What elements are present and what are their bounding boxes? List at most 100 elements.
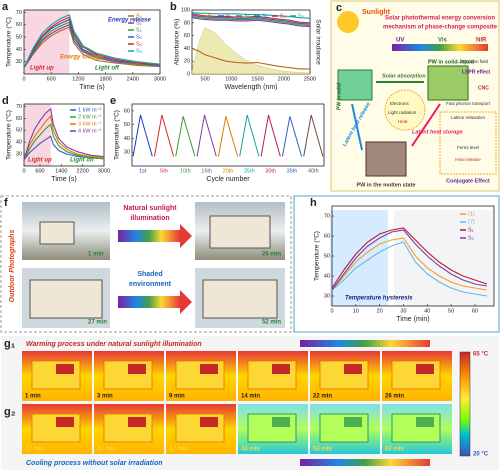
x-axis-label: Time (min) <box>396 316 429 323</box>
label: Heat <box>398 119 408 124</box>
panel-label: g₂ <box>4 406 16 418</box>
annotation: Light up <box>28 158 52 164</box>
y-tick-label: 40 <box>16 140 22 146</box>
x-tick-label: 10 <box>353 308 359 314</box>
series-line <box>23 107 105 161</box>
cycle-line <box>153 114 175 157</box>
time-label: 22 min <box>313 394 332 400</box>
y2-axis-label: Solar irradiance <box>314 19 321 65</box>
annotation: Light up <box>30 66 54 72</box>
x-axis-label: Cycle number <box>206 176 250 183</box>
device <box>209 215 271 249</box>
y-axis-label: Temperature (°C) <box>313 231 321 281</box>
y-axis-label: Absorbance (%) <box>174 19 181 66</box>
arrow-head <box>180 224 192 248</box>
series-line <box>23 24 161 69</box>
y-tick-label: 60 <box>16 116 22 122</box>
plot-frame <box>23 103 105 167</box>
time-label: 53 min <box>313 447 332 453</box>
sample <box>416 417 434 427</box>
legend-label: S₂ <box>244 13 250 19</box>
x-tick-label: 0 <box>22 168 25 174</box>
label: LSPR effect <box>462 69 490 75</box>
y-tick-label: 50 <box>16 128 22 134</box>
x-tick-label: 1200 <box>72 76 84 82</box>
series-line <box>23 16 161 69</box>
x-tick-label: 15th <box>201 168 212 174</box>
legend-label: S₅ <box>298 13 304 19</box>
label: PW in solid-liquid <box>428 59 474 65</box>
series-line <box>331 237 487 291</box>
label: Natural sunlight <box>123 205 177 212</box>
label: NIR <box>476 38 487 44</box>
x-tick-label: 1400 <box>55 168 67 174</box>
y-tick-label: 20 <box>184 59 190 65</box>
sample <box>128 417 146 427</box>
sample <box>344 364 362 374</box>
y-tick-label: 40 <box>184 46 190 52</box>
time-label: 3 min <box>97 394 113 400</box>
label: Outdoor Photographs <box>9 230 16 303</box>
x-tick-label: 30 <box>400 308 406 314</box>
time-label: 27 min <box>88 320 107 326</box>
y-tick-label: 50 <box>124 122 130 128</box>
sun-icon <box>337 11 359 33</box>
cycle-line <box>132 114 153 157</box>
legend-label: S₁ <box>226 13 232 19</box>
light-up-region <box>24 104 51 166</box>
x-tick-label: 1st <box>139 168 147 174</box>
y-tick-label: 70 <box>324 213 330 219</box>
x-tick-label: 0 <box>330 308 333 314</box>
legend-label: S₁ <box>468 227 474 233</box>
time-label: 31 min <box>97 447 116 453</box>
label: Cooling process without solar irradiatio… <box>26 460 163 467</box>
label: Latent heat storage <box>412 129 463 135</box>
y-tick-label: 70 <box>16 10 22 16</box>
legend-label: (7) <box>468 219 475 225</box>
x-tick-label: 10th <box>180 168 191 174</box>
sample <box>56 417 74 427</box>
plot-frame <box>23 9 161 75</box>
series-line <box>23 123 105 161</box>
series-line <box>23 26 161 69</box>
plot-frame <box>131 103 325 167</box>
x-tick-label: 5th <box>160 168 168 174</box>
series-line <box>191 14 311 25</box>
cycle-line <box>239 114 260 157</box>
colorbar-label: 65 °C <box>473 352 489 358</box>
label: CNC <box>478 85 489 91</box>
sample <box>128 364 146 374</box>
x-tick-label: 60 <box>472 308 478 314</box>
device <box>39 221 75 245</box>
y-tick-label: 30 <box>124 150 130 156</box>
panel-label: b <box>170 1 177 13</box>
x-tick-label: 20 <box>377 308 383 314</box>
series-line <box>331 241 487 297</box>
label: Light radiation <box>388 110 417 115</box>
legend-label: S₃ <box>468 235 474 241</box>
x-tick-label: 0 <box>22 76 25 82</box>
x-tick-label: 40th <box>308 168 319 174</box>
y-tick-label: 60 <box>184 33 190 39</box>
gradient-arrow <box>118 230 180 242</box>
legend-label: 2 kW m⁻² <box>78 114 102 120</box>
x-tick-label: 40 <box>424 308 430 314</box>
series-line <box>191 47 310 70</box>
y-axis-label: Temperature (°C) <box>5 17 13 67</box>
x-tick-label: 2200 <box>77 168 89 174</box>
conjugate-box <box>439 111 497 175</box>
y-tick-label: 40 <box>124 136 130 142</box>
y-tick-label: 40 <box>324 273 330 279</box>
x-tick-label: 1000 <box>225 76 237 82</box>
colorbar-label: 20 °C <box>473 452 489 458</box>
device <box>202 279 278 319</box>
legend-label: S₄ <box>136 41 143 47</box>
y-tick-label: 100 <box>181 7 190 13</box>
arrow <box>351 103 363 151</box>
x-tick-label: 25th <box>244 168 255 174</box>
y-tick-label: 80 <box>184 20 190 26</box>
y-tick-label: 70 <box>16 104 22 110</box>
sample <box>200 364 218 374</box>
x-tick-label: 1500 <box>251 76 263 82</box>
x-axis-label: Time (s) <box>79 84 104 91</box>
